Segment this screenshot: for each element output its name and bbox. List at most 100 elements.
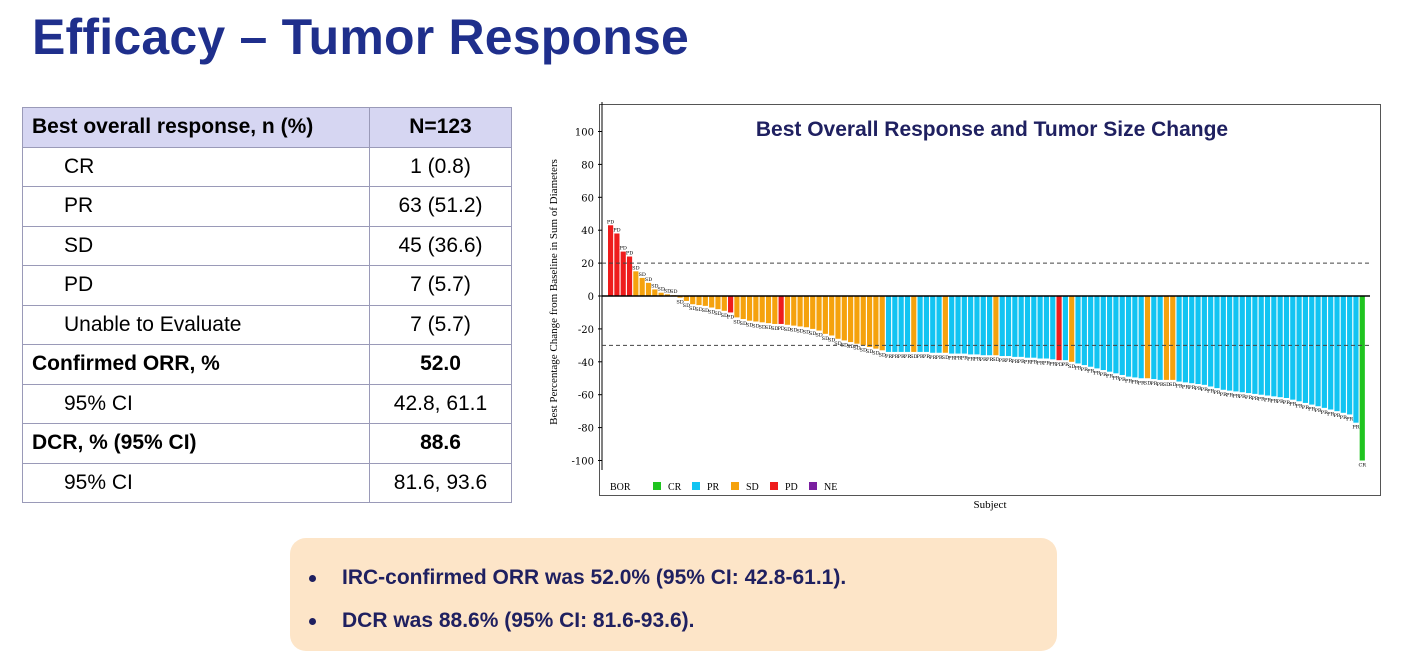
bar-label: SD <box>689 306 696 312</box>
bar-sd <box>721 296 727 311</box>
bar-label: PR <box>1062 362 1069 368</box>
bar-label: SD <box>645 277 652 283</box>
waterfall-chart: Best Overall Response and Tumor Size Cha… <box>548 102 1370 511</box>
bar-label: PR <box>1182 384 1189 390</box>
bar-label: SD <box>828 337 835 343</box>
bar-label: PR <box>1321 410 1328 416</box>
bar-label: PR <box>1138 380 1145 386</box>
bar-sd <box>683 296 689 301</box>
bar-label: PR <box>1150 381 1157 387</box>
bar-label: PR <box>973 356 980 362</box>
bar-label: SD <box>651 283 658 289</box>
bar-pr <box>1075 296 1081 364</box>
bar-sd <box>772 296 778 324</box>
bar-label: SD <box>695 307 702 313</box>
y-tick-label: 80 <box>581 160 594 171</box>
bar-label: PR <box>1125 379 1132 385</box>
legend-swatch <box>770 482 778 490</box>
bar-sd <box>848 296 854 343</box>
bar-label: PD <box>620 246 627 252</box>
bar-pr <box>1189 296 1195 384</box>
bar-pr <box>1220 296 1226 390</box>
bar-label: SD <box>790 328 797 334</box>
bar-sd <box>1170 296 1176 380</box>
legend-swatch <box>653 482 661 490</box>
bar-label: SD <box>638 272 645 278</box>
bar-pr <box>1176 296 1182 382</box>
legend-swatch <box>809 482 817 490</box>
bar-sd <box>866 296 873 347</box>
bar-label: PR <box>1194 386 1201 392</box>
bar-sd <box>993 296 999 356</box>
bar-pr <box>923 296 930 352</box>
bar-sd <box>873 296 879 349</box>
bar-label: PR <box>948 356 955 362</box>
row-value: 7 (5.7) <box>369 304 512 345</box>
bar-sd <box>734 296 740 318</box>
bar-pr <box>1302 296 1309 403</box>
bar-label: SD <box>809 331 816 337</box>
row-value: 42.8, 61.1 <box>369 383 512 424</box>
bar-pr <box>936 296 942 353</box>
bar-pr <box>1088 296 1094 367</box>
bar-pd <box>620 251 626 296</box>
bar-label: SD <box>714 311 721 317</box>
bar-pr <box>949 296 955 354</box>
bar-pr <box>1018 296 1024 357</box>
bar-sd <box>816 296 822 331</box>
bar-sd <box>854 296 860 344</box>
bar-pr <box>885 296 892 352</box>
bar-label: PR <box>1018 359 1025 365</box>
bar-pr <box>917 296 923 352</box>
bar-sd <box>715 296 721 310</box>
bar-label: SD <box>733 319 740 325</box>
bar-pr <box>1012 296 1018 357</box>
bar-label: CR <box>1358 463 1366 469</box>
bar-label: SD <box>841 342 848 348</box>
bar-pr <box>980 296 986 356</box>
bar-label: PR <box>1308 407 1315 413</box>
bar-pr <box>1334 296 1340 412</box>
bar-label: PR <box>1112 375 1119 381</box>
bar-pr <box>1239 296 1245 393</box>
bar-label: SD <box>758 324 765 330</box>
bar-label: PR <box>954 356 961 362</box>
bar-label: PR <box>1245 395 1252 401</box>
bar-label: PR <box>1005 358 1012 364</box>
legend-swatch <box>731 482 739 490</box>
bar-label: SD <box>860 347 867 353</box>
bar-pr <box>898 296 904 352</box>
bar-sd <box>911 296 917 352</box>
bar-pr <box>1195 296 1201 385</box>
y-tick-label: 40 <box>581 226 594 237</box>
bar-label: PR <box>1296 403 1303 409</box>
bar-pr <box>1132 296 1138 378</box>
finding-orr: IRC-confirmed ORR was 52.0% (95% CI: 42.… <box>309 566 846 590</box>
bar-sd <box>690 296 696 305</box>
bar-label: PR <box>1289 402 1296 408</box>
bar-label: PR <box>891 354 898 360</box>
bar-sd <box>639 277 645 296</box>
x-axis-label: Subject <box>974 499 1007 511</box>
bar-label: PR <box>1119 377 1126 383</box>
bar-pr <box>1340 296 1346 413</box>
bar-label: PR <box>980 357 987 363</box>
bar-label: PD <box>626 251 633 257</box>
bar-pr <box>1201 296 1207 385</box>
y-axis-label: Best Percentage Change from Baseline in … <box>548 159 560 425</box>
page-title: Efficacy – Tumor Response <box>32 9 690 65</box>
y-tick-label: -80 <box>578 424 594 435</box>
bar-sd <box>1163 296 1170 380</box>
bar-label: PR <box>961 356 968 362</box>
row-value: 52.0 <box>369 344 512 385</box>
bar-label: PR <box>904 354 911 360</box>
bar-label: PR <box>1074 365 1081 371</box>
y-tick-label: -20 <box>578 325 594 336</box>
bar-label: SD <box>676 300 683 306</box>
bar-label: SD <box>803 329 810 335</box>
bar-sd <box>860 296 866 346</box>
bar-sd <box>709 296 715 308</box>
row-label: DCR, % (95% CI) <box>22 423 370 464</box>
bar-pr <box>1283 296 1290 398</box>
bar-label: PR <box>885 354 892 360</box>
